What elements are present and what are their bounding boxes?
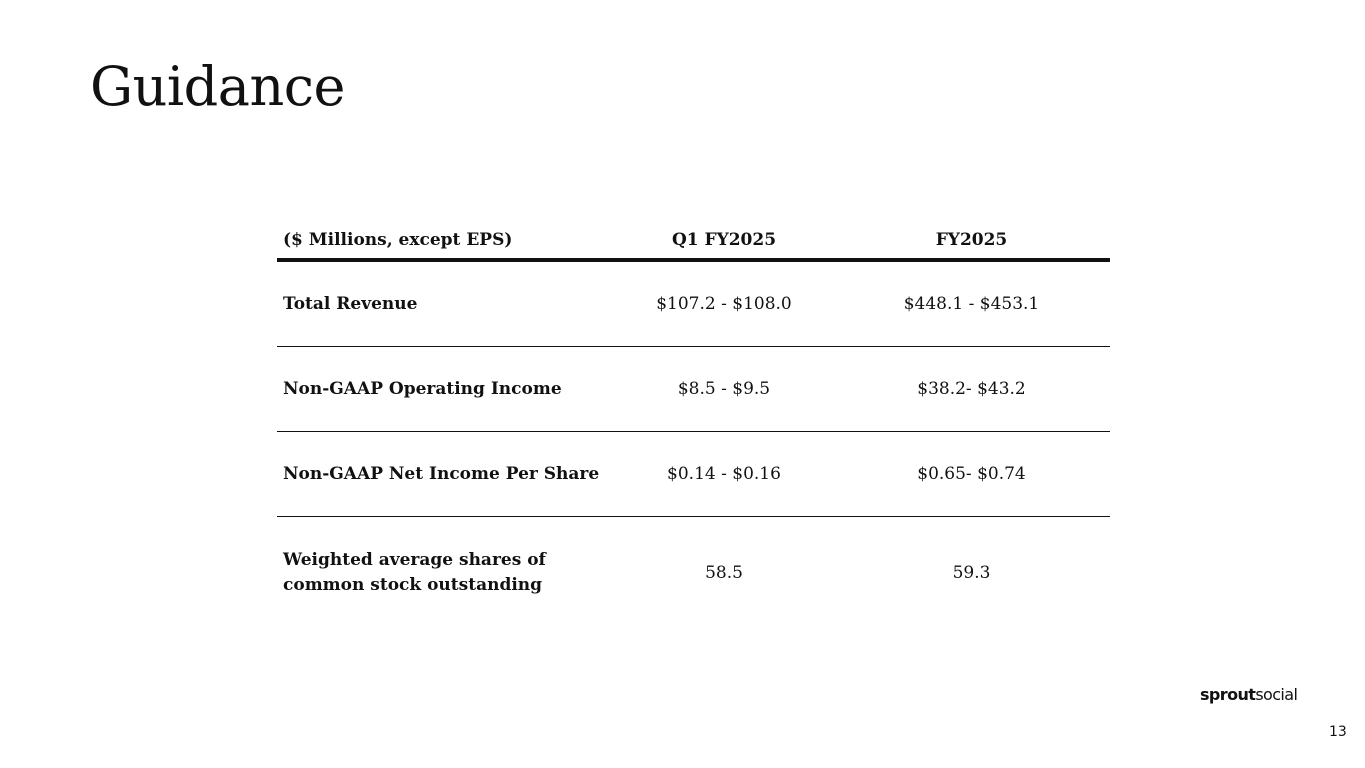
- header-q1-fy2025: Q1 FY2025: [615, 222, 833, 262]
- header-fy2025: FY2025: [833, 222, 1110, 262]
- cell-fy-total-revenue: $448.1 - $453.1: [833, 260, 1110, 347]
- cell-q1-weighted-shares: 58.5: [705, 563, 743, 583]
- slide-title: Guidance: [90, 55, 345, 118]
- table-row: Total Revenue $107.2 - $108.0 $448.1 - $…: [277, 260, 1110, 347]
- header-metric: ($ Millions, except EPS): [277, 222, 615, 262]
- row-label-operating-income: Non-GAAP Operating Income: [277, 346, 615, 432]
- guidance-table-container: ($ Millions, except EPS) Q1 FY2025 FY202…: [277, 222, 1110, 629]
- logo-part-sprout: sprout: [1200, 685, 1256, 704]
- table-row: Weighted average shares of common stock …: [277, 517, 1110, 630]
- row-label-total-revenue: Total Revenue: [277, 260, 615, 347]
- logo-part-social: social: [1255, 685, 1298, 704]
- row-label-weighted-shares-line2: common stock outstanding: [283, 575, 543, 595]
- table-row: Non-GAAP Operating Income $8.5 - $9.5 $3…: [277, 346, 1110, 432]
- row-label-weighted-shares-line1: Weighted average shares of: [283, 550, 546, 570]
- guidance-table: ($ Millions, except EPS) Q1 FY2025 FY202…: [277, 222, 1110, 629]
- cell-q1-total-revenue: $107.2 - $108.0: [615, 260, 833, 347]
- cell-fy-weighted-shares: 59.3: [952, 563, 991, 583]
- sprout-social-logo: sproutsocial: [1200, 685, 1298, 704]
- row-label-weighted-shares: Weighted average shares of common stock …: [277, 517, 615, 630]
- cell-q1-net-income-per-share: $0.14 - $0.16: [615, 431, 833, 517]
- row-label-net-income-per-share: Non-GAAP Net Income Per Share: [277, 431, 615, 517]
- cell-fy-operating-income: $38.2- $43.2: [833, 346, 1110, 432]
- cell-q1-operating-income: $8.5 - $9.5: [615, 346, 833, 432]
- table-row: Non-GAAP Net Income Per Share $0.14 - $0…: [277, 431, 1110, 517]
- cell-fy-net-income-per-share: $0.65- $0.74: [833, 431, 1110, 517]
- page-number: 13: [1329, 724, 1347, 740]
- table-header-row: ($ Millions, except EPS) Q1 FY2025 FY202…: [277, 222, 1110, 262]
